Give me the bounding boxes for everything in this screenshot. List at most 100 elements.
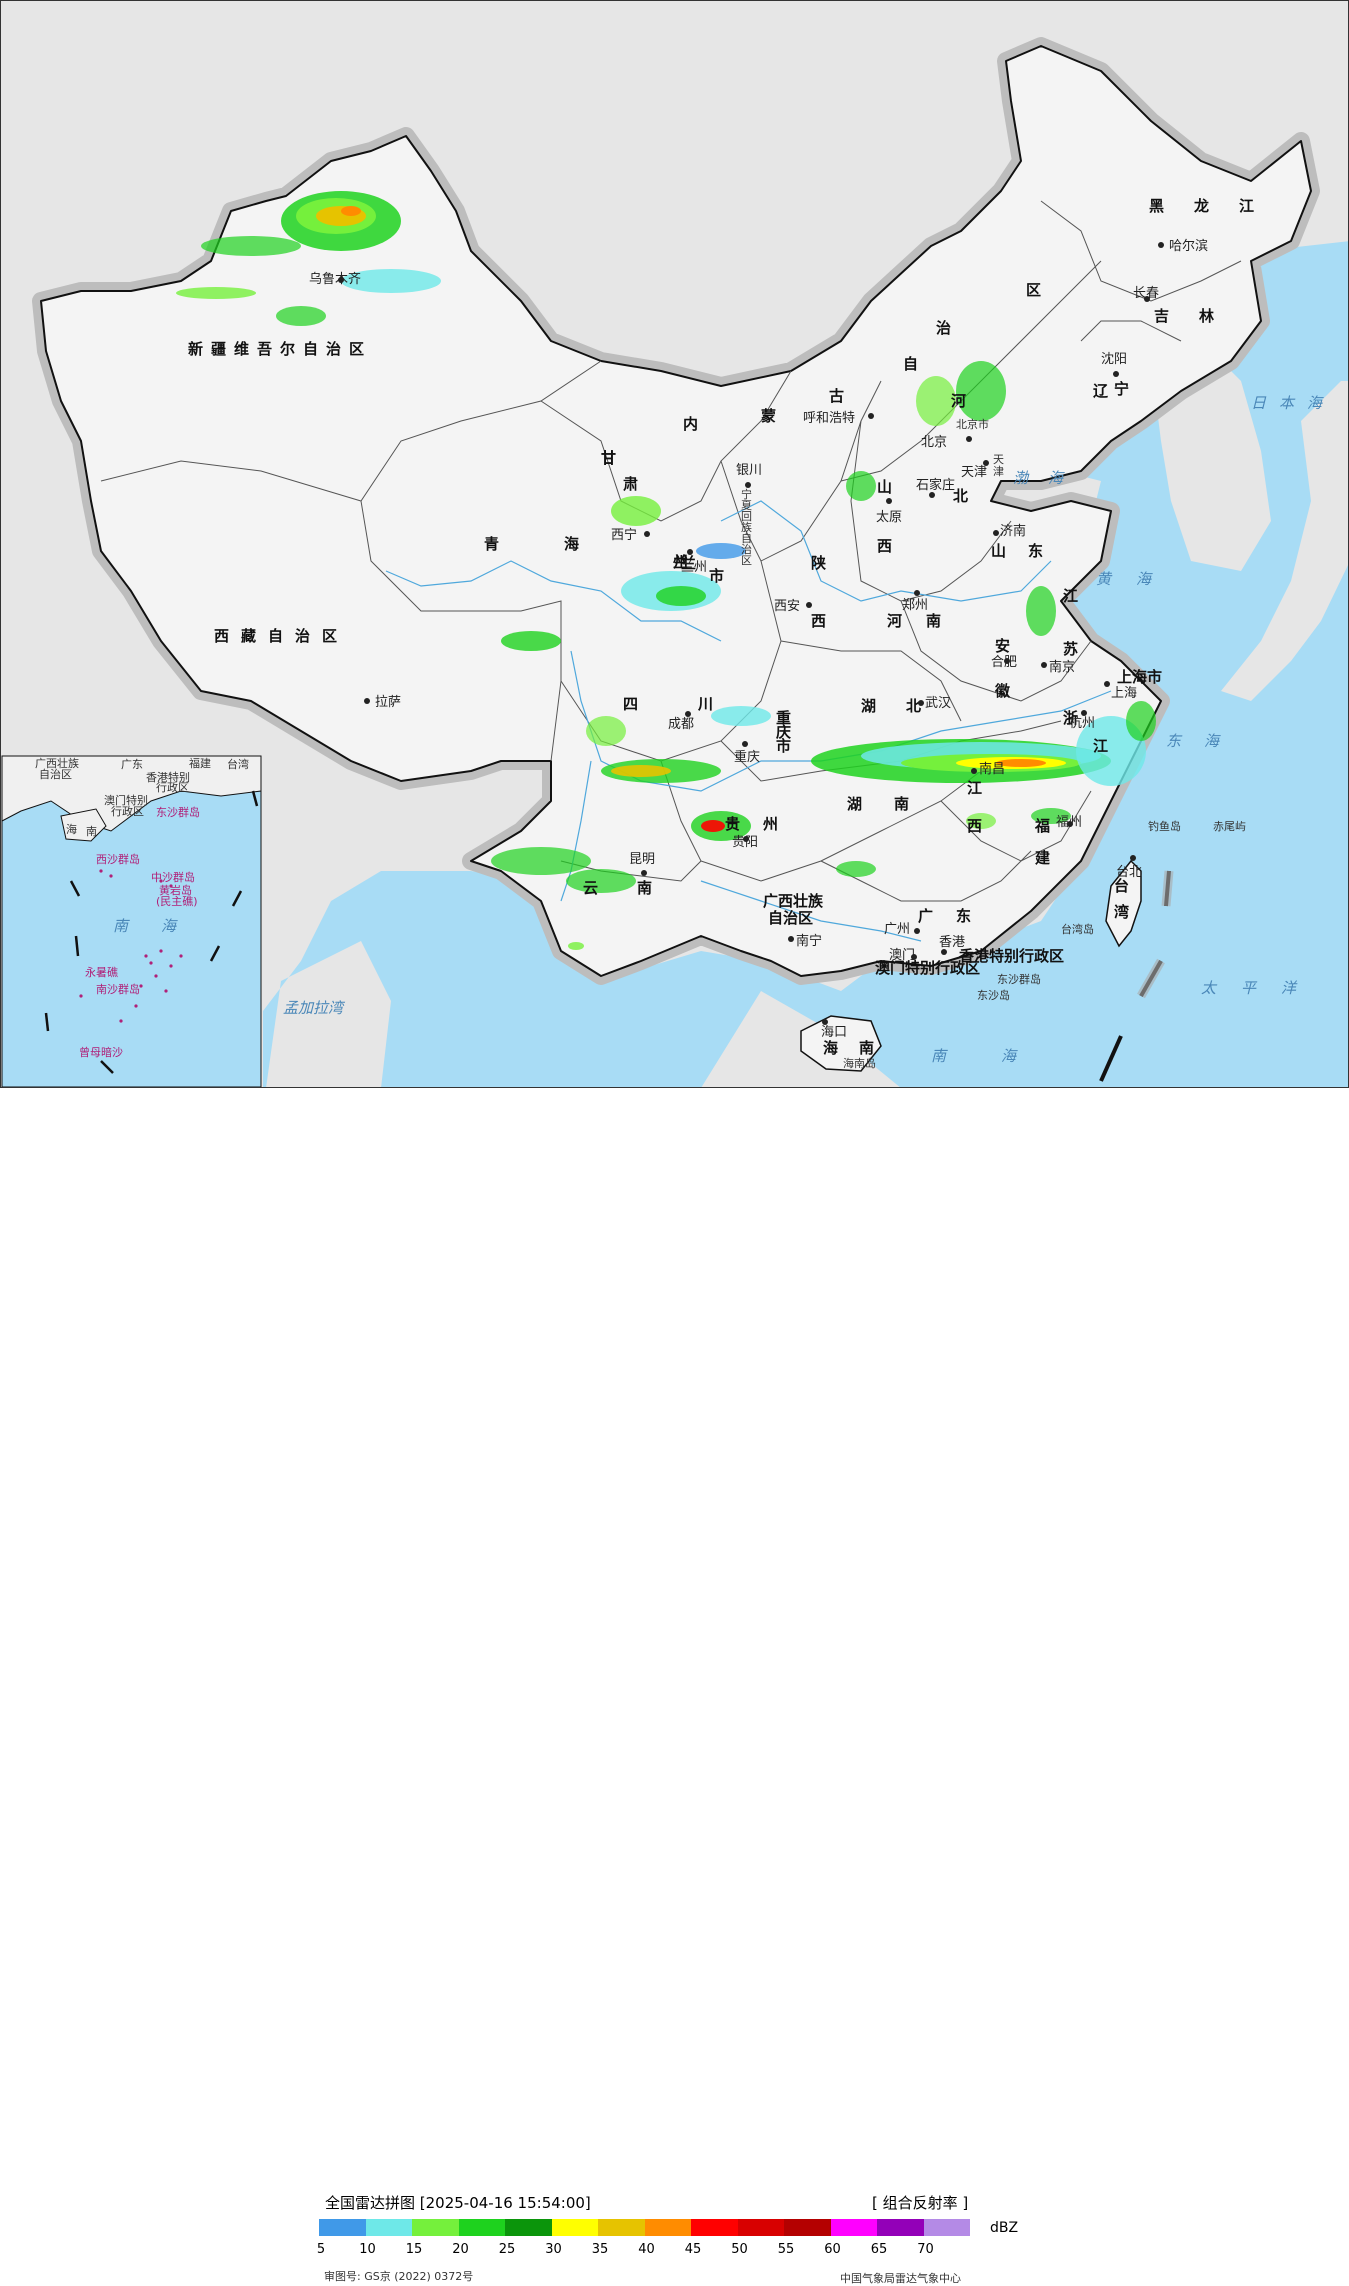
city-label-xian: 西安 (774, 599, 800, 614)
city-label-nanchang: 南昌 (979, 761, 1005, 777)
region-guangxi: 广西壮族 (763, 892, 824, 910)
city-label-shijiazhuang: 石家庄 (916, 477, 955, 493)
region-heilongjiang: 黑 (1149, 197, 1164, 215)
region-xinjiang: 尔 (280, 340, 295, 358)
inset-sea-south: 南 (113, 917, 130, 935)
city-marker-fuzhou (1067, 821, 1073, 827)
nine-dash-halo (1137, 870, 1174, 999)
region-ningxia: 治 (741, 542, 752, 556)
region-tibet: 西 (214, 627, 229, 645)
inset-zhongsha: 中沙群岛 (151, 870, 195, 884)
island-taiwan: 台湾岛 (1061, 922, 1094, 936)
colorbar-tick-label: 40 (638, 2242, 655, 2257)
sea-bohai: 渤 (1013, 469, 1030, 487)
region-neimenggu: 治 (936, 319, 951, 337)
region-jiangxi: 西 (967, 817, 982, 835)
region-gansu: 肃 (623, 475, 638, 493)
colorbar-swatch (551, 2219, 598, 2236)
colorbar-swatch (412, 2219, 459, 2236)
city-marker-beijing (966, 436, 972, 442)
product-name: [ 组合反射率 ] (872, 2194, 969, 2212)
city-marker-yinchuan (745, 482, 751, 488)
colorbar (319, 2219, 970, 2236)
region-sichuan: 四 (623, 695, 638, 713)
inset-yongshu: 永暑礁 (85, 965, 118, 979)
region-shandong: 东 (1028, 542, 1043, 560)
region-neimenggu: 自 (903, 355, 918, 373)
colorbar-tick-label: 15 (405, 2242, 423, 2257)
region-chongqing: 市 (776, 737, 791, 755)
region-shaanxi: 陕 (811, 554, 826, 572)
colorbar-swatch (923, 2219, 970, 2236)
region-xinjiang: 疆 (211, 340, 226, 358)
region-guangdong: 东 (956, 907, 971, 925)
city-marker-nanjing (1041, 662, 1047, 668)
region-yunnan: 云 (583, 879, 598, 897)
city-label-changchun: 长春 (1133, 286, 1159, 301)
colorbar-ticks: 5 10 15 20 25 30 35 40 45 50 55 60 65 70 (317, 2242, 1019, 2260)
city-label-taiyuan: 太原 (876, 510, 902, 525)
region-shanxi: 西 (877, 537, 892, 555)
region-hainan: 海 (823, 1039, 838, 1057)
japan-land (1221, 381, 1348, 701)
inset-zengmu: 曾母暗沙 (79, 1045, 123, 1059)
region-ningxia: 宁 (741, 487, 752, 501)
city-label-hongkong: 香港 (939, 935, 965, 950)
city-marker-taipei (1130, 855, 1136, 861)
city-label-jinan: 济南 (1000, 523, 1026, 539)
city-label-lanzhou: 兰州 (681, 560, 707, 575)
region-hubei: 北 (906, 697, 921, 715)
city-label-hohhot: 呼和浩特 (803, 411, 855, 426)
region-gansu: 甘 (601, 449, 616, 467)
colorbar-swatch (458, 2219, 505, 2236)
legend-title: 全国雷达拼图 [2025-04-16 15:54:00] (325, 2194, 591, 2212)
region-taiwan: 湾 (1114, 903, 1129, 921)
city-marker-xian (806, 602, 812, 608)
region-macau: 澳门特别行政区 (875, 959, 980, 977)
city-label-hangzhou: 杭州 (1069, 716, 1095, 731)
city-marker-nanning (788, 936, 794, 942)
sea-south: 海 (1001, 1047, 1018, 1065)
city-label-beijing: 北京 (921, 435, 947, 450)
region-ningxia: 区 (741, 554, 752, 567)
region-lanzhou-x: 兰 (673, 553, 688, 571)
region-jiangxi: 江 (967, 779, 982, 797)
radar-map: 新疆维吾尔自治区西藏自治区青 海甘甘肃内 蒙古自治区黑龙江吉 林辽 宁河北山西陕西山 东河… (1, 1, 1348, 1088)
inset-nansha: 南沙群岛 (96, 982, 140, 996)
city-marker-lhasa (364, 698, 370, 704)
rivers (385, 500, 1112, 942)
region-lanzhou: 兰 (681, 554, 696, 572)
colorbar-swatch (784, 2219, 831, 2236)
region-ningxia: 族 (741, 520, 752, 534)
city-label-haikou: 海口 (821, 1025, 847, 1040)
city-marker-shijiazhuang (929, 492, 935, 498)
region-tibet: 治 (295, 627, 310, 645)
colorbar-tick-label: 60 (824, 2242, 841, 2257)
region-xinjiang: 区 (349, 340, 364, 358)
region-zhejiang: 江 (1093, 737, 1108, 755)
sea-south: 南 (931, 1047, 948, 1065)
city-label-shenyang: 沈阳 (1101, 352, 1127, 367)
city-label-lhasa: 拉萨 (375, 695, 401, 710)
city-marker-kunming (641, 870, 647, 876)
region-jiangsu: 江 (1063, 587, 1078, 605)
city-marker-zhengzhou (914, 590, 920, 596)
region-liaoning: 辽 (1093, 382, 1108, 400)
inset-hainan: 海 (66, 822, 77, 836)
map-frame: 新疆维吾尔自治区西藏自治区青海甘甘肃内蒙古自治区黑龙江吉林辽宁河北山西陕西山东河… (0, 0, 1349, 1208)
city-marker-guangzhou (914, 928, 920, 934)
region-guizhou: 州 (762, 815, 778, 833)
inset-guangxi: 广西壮族 (35, 756, 79, 770)
region-anhui: 安 (995, 637, 1010, 655)
region-tibet: 自 (268, 627, 283, 645)
region-tibet: 区 (322, 627, 337, 645)
taiwan-island (1105, 859, 1142, 948)
sea-bengal: 孟加拉湾 (283, 999, 346, 1017)
region-hubei: 湖 (861, 697, 876, 715)
city-marker-tianjin (983, 460, 989, 466)
city-marker-guiyang (743, 836, 749, 842)
colorbar-swatch (737, 2219, 784, 2236)
city-marker-shanghai (1104, 681, 1110, 687)
region-hongkong: 香港特别行政区 (959, 947, 1064, 965)
region-hunan: 湖 (847, 795, 862, 813)
